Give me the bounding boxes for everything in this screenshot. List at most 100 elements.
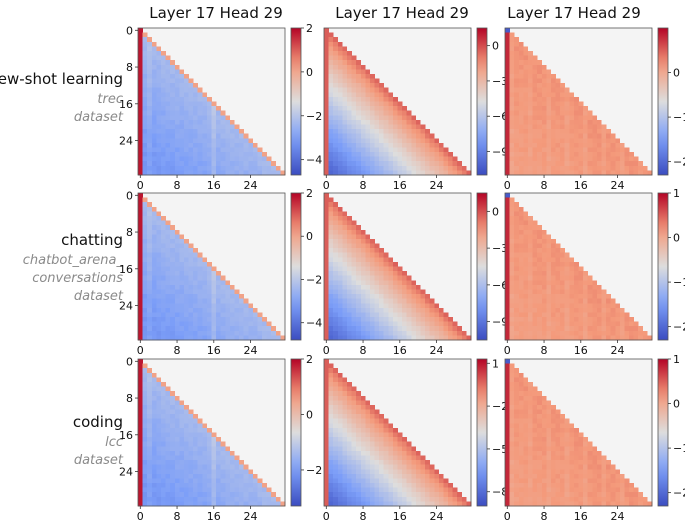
heatmap-cell: [505, 96, 510, 102]
heatmap-cell: [457, 165, 463, 171]
heatmap-cell: [365, 92, 371, 98]
heatmap-cell: [151, 496, 157, 502]
heatmap-cell: [388, 115, 394, 121]
heatmap-cell: [523, 152, 529, 157]
heatmap-cell: [518, 455, 524, 461]
heatmap-cell: [170, 450, 175, 456]
heatmap-cell: [601, 326, 607, 332]
heatmap-cell: [138, 238, 143, 244]
heatmap-cell: [234, 473, 240, 479]
heatmap-cell: [257, 152, 263, 157]
heatmap-cell: [193, 330, 198, 336]
heatmap-cell: [537, 238, 542, 244]
heatmap-cell: [402, 170, 407, 176]
heatmap-cell: [342, 391, 348, 396]
heatmap-cell: [509, 303, 515, 309]
heatmap-cell: [156, 464, 162, 470]
heatmap-cell: [193, 441, 198, 447]
heatmap-cells: [505, 359, 653, 507]
heatmap-cell: [211, 441, 217, 447]
heatmap-cell: [514, 464, 520, 470]
heatmap-cell: [546, 147, 552, 153]
heatmap-cell: [365, 437, 371, 442]
heatmap-cell: [518, 414, 524, 419]
heatmap-cell: [356, 321, 361, 327]
heatmap-cell: [523, 69, 529, 75]
heatmap-cell: [546, 161, 552, 167]
heatmap-cell: [324, 473, 329, 479]
heatmap-cell: [420, 326, 426, 332]
heatmap-cell: [351, 248, 357, 253]
heatmap-cell: [360, 238, 366, 244]
heatmap-cell: [505, 73, 510, 79]
heatmap-cell: [328, 294, 334, 299]
heatmap-cell: [160, 464, 166, 470]
heatmap-cell: [583, 303, 588, 309]
heatmap-cell: [328, 156, 334, 162]
heatmap-cell: [583, 460, 588, 465]
heatmap-cell: [346, 381, 352, 387]
heatmap-cell: [610, 142, 616, 148]
heatmap-cell: [356, 147, 361, 153]
heatmap-cell: [555, 248, 561, 253]
heatmap-cell: [523, 248, 529, 253]
column-title-2: Layer 17 Head 29: [335, 4, 469, 22]
heatmap-cell: [193, 289, 198, 295]
heatmap-cell: [142, 372, 148, 378]
heatmap-cell: [156, 69, 162, 75]
heatmap-cell: [160, 261, 166, 267]
heatmap-cell: [156, 404, 162, 410]
heatmap-cell: [420, 298, 426, 304]
x-tick-label: 0: [323, 179, 330, 192]
heatmap-cell: [138, 206, 143, 212]
heatmap-cell: [546, 252, 552, 258]
heatmap-cell: [406, 161, 412, 167]
heatmap-cell: [197, 423, 203, 429]
heatmap-cell: [392, 441, 398, 447]
heatmap-cell: [365, 165, 371, 171]
heatmap-cell: [532, 170, 538, 176]
heatmap-cell: [369, 257, 375, 263]
heatmap-cell: [337, 289, 343, 295]
heatmap-cell: [174, 450, 180, 456]
heatmap-cell: [541, 455, 547, 461]
heatmap-cell: [505, 330, 510, 336]
heatmap-cell: [592, 335, 598, 341]
heatmap-cell: [523, 115, 529, 121]
heatmap-cell: [365, 409, 371, 415]
heatmap-cell: [229, 460, 235, 465]
heatmap-cell: [151, 469, 157, 475]
heatmap-cell: [351, 83, 357, 88]
heatmap-cell: [351, 404, 357, 410]
heatmap-cell: [523, 294, 529, 299]
heatmap-cell: [239, 152, 244, 157]
heatmap-cell: [443, 487, 449, 493]
heatmap-cell: [229, 450, 235, 456]
heatmap-cell: [509, 238, 515, 244]
heatmap-cell: [234, 294, 240, 299]
heatmap-cell: [532, 96, 538, 102]
heatmap-cells: [324, 28, 472, 176]
heatmap-cell: [346, 437, 352, 442]
heatmap-cell: [569, 335, 575, 341]
heatmap-cell: [420, 492, 426, 498]
heatmap-cell: [527, 437, 533, 442]
heatmap-cell: [514, 317, 520, 322]
heatmap-cell: [324, 257, 329, 263]
heatmap-cell: [523, 261, 529, 267]
y-tick-label: 16: [119, 263, 133, 276]
heatmap-cell: [537, 483, 542, 488]
heatmap-cell: [505, 28, 510, 33]
heatmap-cell: [550, 492, 556, 498]
heatmap-cell: [197, 275, 203, 281]
heatmap-cell: [647, 335, 653, 341]
heatmap-cell: [546, 261, 552, 267]
heatmap-cell: [147, 492, 153, 498]
heatmap-cell: [220, 464, 226, 470]
heatmap-cell: [388, 257, 394, 263]
heatmap-cell: [647, 501, 653, 507]
heatmap-cell: [197, 252, 203, 258]
heatmap-cell: [337, 165, 343, 171]
heatmap-cell: [532, 275, 538, 281]
heatmap-cell: [147, 37, 153, 43]
